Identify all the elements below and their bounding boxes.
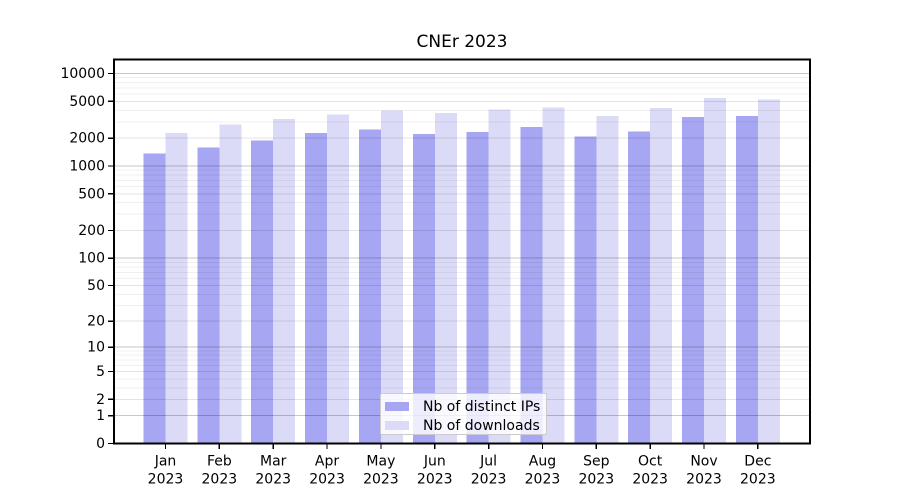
bar-downloads-sep [596, 116, 619, 444]
x-tick-label-may: May [366, 454, 395, 470]
bar-distinct-ips-mar [251, 140, 274, 444]
x-tick-label-feb: Feb [207, 454, 232, 470]
x-tick-year-jul: 2023 [471, 472, 507, 488]
y-tick-label-2: 2 [96, 392, 105, 408]
x-tick-year-apr: 2023 [309, 472, 345, 488]
x-tick-label-jul: Jul [479, 454, 497, 470]
chart-title: CNEr 2023 [416, 32, 508, 52]
bar-downloads-nov [704, 98, 726, 444]
legend-label-downloads: Nb of downloads [423, 417, 540, 434]
x-tick-label-oct: Oct [638, 454, 663, 470]
legend-swatch-distinct-ips [385, 402, 409, 411]
y-tick-label-50: 50 [87, 278, 105, 294]
bar-downloads-aug [542, 107, 565, 444]
bars-group [143, 98, 780, 444]
bar-distinct-ips-jul [466, 132, 489, 444]
bar-distinct-ips-sep [574, 136, 597, 444]
bar-distinct-ips-aug [520, 126, 543, 444]
x-tick-year-oct: 2023 [632, 472, 668, 488]
x-tick-label-mar: Mar [260, 454, 287, 470]
bar-downloads-mar [273, 119, 296, 444]
bar-distinct-ips-oct [628, 131, 651, 444]
bar-downloads-apr [327, 114, 350, 444]
x-tick-year-may: 2023 [363, 472, 399, 488]
bar-distinct-ips-feb [197, 147, 220, 444]
x-tick-year-feb: 2023 [202, 472, 238, 488]
bar-downloads-may [380, 110, 403, 444]
legend-label-distinct-ips: Nb of distinct IPs [423, 398, 541, 415]
x-tick-label-dec: Dec [744, 454, 771, 470]
chart-legend: Nb of distinct IPs Nb of downloads [380, 393, 547, 435]
y-tick-label-0: 0 [96, 436, 105, 452]
y-tick-label-5: 5 [96, 364, 105, 380]
x-tick-year-jan: 2023 [148, 472, 184, 488]
y-tick-label-20: 20 [87, 314, 105, 330]
x-tick-label-nov: Nov [690, 454, 717, 470]
y-tick-label-1: 1 [96, 408, 105, 424]
x-tick-year-mar: 2023 [255, 472, 291, 488]
x-tick-year-sep: 2023 [578, 472, 614, 488]
y-tick-label-2000: 2000 [69, 131, 105, 147]
bar-distinct-ips-apr [305, 133, 328, 444]
y-tick-label-200: 200 [78, 223, 105, 239]
legend-swatch-downloads [385, 421, 409, 430]
y-tick-label-500: 500 [78, 186, 105, 202]
legend-item-distinct-ips: Nb of distinct IPs [381, 397, 546, 416]
x-tick-label-jun: Jun [423, 454, 446, 470]
bar-downloads-feb [219, 124, 242, 444]
bar-downloads-jul [488, 109, 511, 444]
gridlines-group [114, 73, 810, 417]
bar-distinct-ips-nov [682, 117, 704, 444]
bar-distinct-ips-jun [412, 133, 435, 444]
x-tick-year-dec: 2023 [740, 472, 776, 488]
legend-item-downloads: Nb of downloads [381, 416, 546, 435]
y-tick-label-10000: 10000 [60, 66, 105, 82]
y-tick-label-100: 100 [78, 251, 105, 267]
bar-distinct-ips-dec [735, 116, 758, 444]
x-tick-year-aug: 2023 [525, 472, 561, 488]
bar-downloads-dec [757, 99, 780, 444]
bar-downloads-jan [165, 133, 188, 444]
y-tick-label-5000: 5000 [69, 94, 105, 110]
x-tick-year-jun: 2023 [417, 472, 453, 488]
bar-downloads-jun [434, 113, 457, 444]
y-tick-label-1000: 1000 [69, 158, 105, 174]
x-tick-label-aug: Aug [529, 454, 556, 470]
y-tick-label-10: 10 [87, 340, 105, 356]
x-tick-label-jan: Jan [154, 454, 177, 470]
bar-downloads-oct [650, 108, 673, 444]
x-tick-label-apr: Apr [315, 454, 339, 470]
tick-labels-group: 0 12 5 10 20 50 100 200 500 1000 2000 5000 10000 Jan 2… [60, 66, 775, 488]
bar-distinct-ips-jan [143, 153, 166, 444]
plot-frame [113, 58, 811, 445]
axes-group [108, 58, 811, 449]
bar-distinct-ips-may [358, 129, 381, 444]
x-tick-year-nov: 2023 [686, 472, 722, 488]
x-tick-label-sep: Sep [583, 454, 610, 470]
